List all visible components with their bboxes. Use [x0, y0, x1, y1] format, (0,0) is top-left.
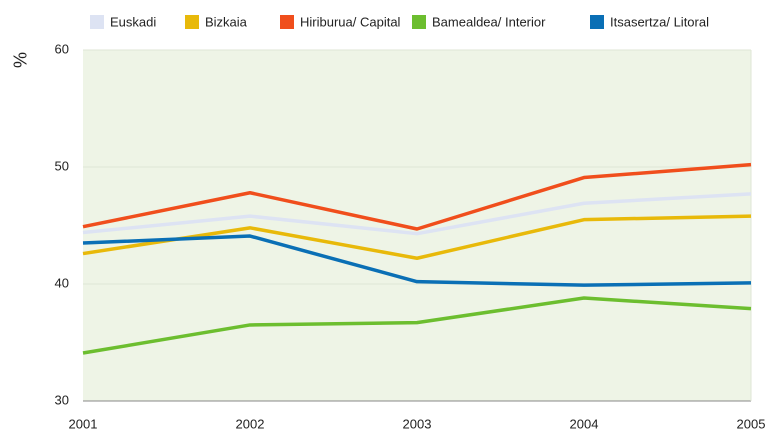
legend-swatch [590, 15, 604, 29]
x-tick-label: 2004 [570, 416, 599, 430]
legend-swatch [90, 15, 104, 29]
line-series [82, 192, 752, 236]
x-tick-label: 2003 [403, 416, 432, 430]
plot-area [83, 50, 751, 401]
x-tick-label: 2001 [69, 416, 98, 430]
y-axis-label: % [9, 52, 29, 68]
legend-label: Bizkaia [205, 14, 248, 29]
x-tick-label: 2005 [737, 416, 765, 430]
legend-swatch [412, 15, 426, 29]
legend-label: Itsasertza/ Litoral [610, 14, 709, 29]
x-tick-label: 2002 [236, 416, 265, 430]
y-tick-label: 60 [55, 41, 69, 56]
line-series [82, 296, 752, 355]
line-series [82, 234, 752, 287]
y-tick-label: 50 [55, 158, 69, 173]
legend-label: Hiriburua/ Capital [300, 14, 401, 29]
legend-swatch [280, 15, 294, 29]
y-tick-label: 40 [55, 275, 69, 290]
legend-swatch [185, 15, 199, 29]
line-series [82, 162, 752, 231]
line-series [82, 214, 752, 261]
legend-label: Bamealdea/ Interior [432, 14, 546, 29]
y-tick-label: 30 [55, 392, 69, 407]
legend-label: Euskadi [110, 14, 156, 29]
